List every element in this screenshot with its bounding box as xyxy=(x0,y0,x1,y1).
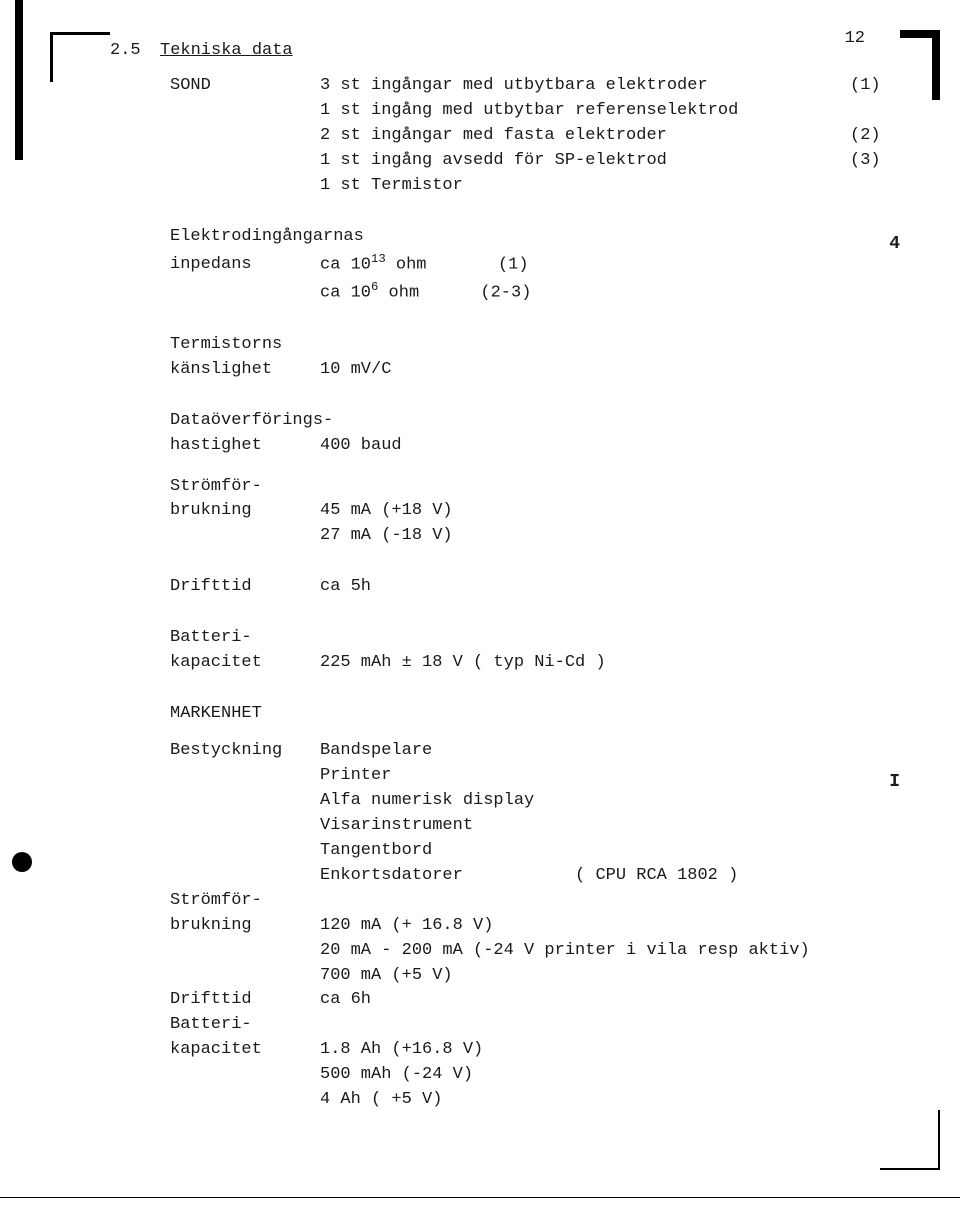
crop-mark xyxy=(880,1168,940,1170)
datarate-block: Dataöverförings- hastighet 400 baud xyxy=(110,410,900,458)
elektrod-block: Elektrodingångarnas inpedans ca 1013 ohm… xyxy=(110,226,900,306)
termistor-title: Termistorns xyxy=(170,334,900,357)
markenhet-power-title: Strömför- xyxy=(170,890,900,913)
bottom-rule xyxy=(0,1197,960,1198)
markenhet-heading: MARKENHET xyxy=(170,703,900,726)
power-sond-title: Strömför- xyxy=(170,476,900,499)
sond-ref: (3) xyxy=(840,150,900,173)
bestyckning-item: Tangentbord xyxy=(320,840,900,863)
drift-sond-value: ca 5h xyxy=(320,576,900,599)
bestyckning-item: Alfa numerisk display xyxy=(320,790,900,813)
sond-block: SOND 3 st ingångar med utbytbara elektro… xyxy=(110,75,900,198)
sond-label: SOND xyxy=(170,75,320,98)
sond-line: 1 st ingång avsedd för SP-elektrod xyxy=(320,150,840,173)
power-sond-line: 45 mA (+18 V) xyxy=(320,500,900,523)
power-sond-line: 27 mA (-18 V) xyxy=(320,525,900,548)
drift-sond-label: Drifttid xyxy=(170,576,320,599)
section-heading: 2.5 Tekniska data xyxy=(110,40,900,63)
page: 12 4 I 2.5 Tekniska data SOND 3 st ingån… xyxy=(0,0,960,1206)
section-number: 2.5 xyxy=(110,40,142,63)
markenhet-batt-line: 4 Ah ( +5 V) xyxy=(320,1089,900,1112)
markenhet-power-label: brukning xyxy=(170,915,320,938)
termistor-label: känslighet xyxy=(170,359,320,382)
elektrod-title: Elektrodingångarnas xyxy=(170,226,900,249)
markenhet-batt-line: 1.8 Ah (+16.8 V) xyxy=(320,1039,900,1062)
margin-mark: I xyxy=(889,770,900,794)
crop-mark xyxy=(932,30,940,100)
datarate-value: 400 baud xyxy=(320,435,900,458)
markenhet-batt-title: Batteri- xyxy=(170,1014,900,1037)
battery-sond-label: kapacitet xyxy=(170,652,320,675)
elektrod-label: inpedans xyxy=(170,254,320,277)
battery-sond-title: Batteri- xyxy=(170,627,900,650)
sond-line: 1 st Termistor xyxy=(320,175,840,198)
markenhet-power-line: 700 mA (+5 V) xyxy=(320,965,900,988)
battery-sond-value: 225 mAh ± 18 V ( typ Ni-Cd ) xyxy=(320,652,900,675)
bestyckning-label: Bestyckning xyxy=(170,740,320,763)
bestyckning-item: Visarinstrument xyxy=(320,815,900,838)
markenhet-batt-line: 500 mAh (-24 V) xyxy=(320,1064,900,1087)
sond-line: 1 st ingång med utbytbar referenselektro… xyxy=(320,100,840,123)
markenhet-power-line: 20 mA - 200 mA (-24 V printer i vila res… xyxy=(320,940,900,963)
sond-line: 2 st ingångar med fasta elektroder xyxy=(320,125,840,148)
elektrod-value: ca 106 ohm (2-3) xyxy=(320,279,900,306)
sond-line: 3 st ingångar med utbytbara elektroder xyxy=(320,75,840,98)
sond-ref: (1) xyxy=(840,75,900,98)
bestyckning-item: Bandspelare xyxy=(320,740,900,763)
markenhet-power-line: 120 mA (+ 16.8 V) xyxy=(320,915,900,938)
elektrod-value: ca 1013 ohm (1) xyxy=(320,251,900,278)
markenhet-batt-label: kapacitet xyxy=(170,1039,320,1062)
battery-sond-block: Batteri- kapacitet 225 mAh ± 18 V ( typ … xyxy=(110,627,900,675)
section-title-text: Tekniska data xyxy=(160,40,293,63)
page-number: 12 xyxy=(845,28,865,51)
datarate-title: Dataöverförings- xyxy=(170,410,900,433)
datarate-label: hastighet xyxy=(170,435,320,458)
markenhet-block: MARKENHET Bestyckning Bandspelare Printe… xyxy=(110,703,900,1112)
crop-mark xyxy=(50,32,53,82)
markenhet-drift-label: Drifttid xyxy=(170,989,320,1012)
crop-mark xyxy=(938,1110,940,1170)
sond-ref: (2) xyxy=(840,125,900,148)
markenhet-drift-value: ca 6h xyxy=(320,989,900,1012)
crop-mark xyxy=(50,32,110,35)
drift-sond-block: Drifttid ca 5h xyxy=(110,576,900,599)
bestyckning-item: Enkortsdatorer ( CPU RCA 1802 ) xyxy=(320,865,900,888)
scan-edge-artifact xyxy=(15,0,23,160)
termistor-value: 10 mV/C xyxy=(320,359,900,382)
termistor-block: Termistorns känslighet 10 mV/C xyxy=(110,334,900,382)
margin-mark: 4 xyxy=(889,232,900,256)
power-sond-block: Strömför- brukning 45 mA (+18 V) 27 mA (… xyxy=(110,476,900,549)
power-sond-label: brukning xyxy=(170,500,320,523)
scan-punch-hole xyxy=(12,852,32,872)
bestyckning-item: Printer xyxy=(320,765,900,788)
